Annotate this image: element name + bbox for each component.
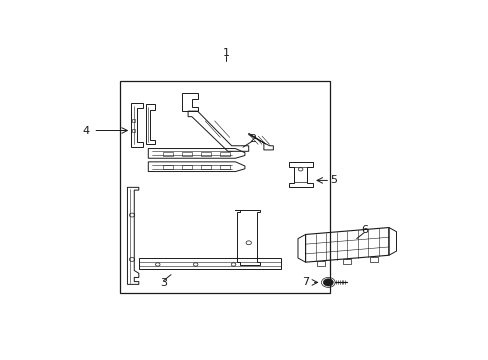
Bar — [294, 167, 307, 182]
Text: 5: 5 — [330, 175, 337, 185]
Bar — [201, 152, 210, 156]
Bar — [163, 165, 173, 169]
Text: 7: 7 — [302, 278, 308, 287]
Bar — [343, 259, 350, 264]
Circle shape — [323, 279, 332, 286]
Bar — [182, 152, 191, 156]
Text: 4: 4 — [82, 126, 89, 135]
Bar — [182, 165, 191, 169]
Bar — [163, 152, 173, 156]
Bar — [369, 257, 377, 262]
Bar — [132, 119, 135, 122]
Bar — [220, 152, 229, 156]
Bar — [120, 81, 329, 293]
Text: 2: 2 — [248, 134, 256, 144]
Bar — [201, 165, 210, 169]
Text: 3: 3 — [160, 278, 166, 288]
Bar — [132, 129, 135, 132]
Bar — [316, 261, 324, 266]
Text: 6: 6 — [360, 225, 367, 235]
Bar — [220, 165, 229, 169]
Text: 1: 1 — [222, 49, 229, 58]
